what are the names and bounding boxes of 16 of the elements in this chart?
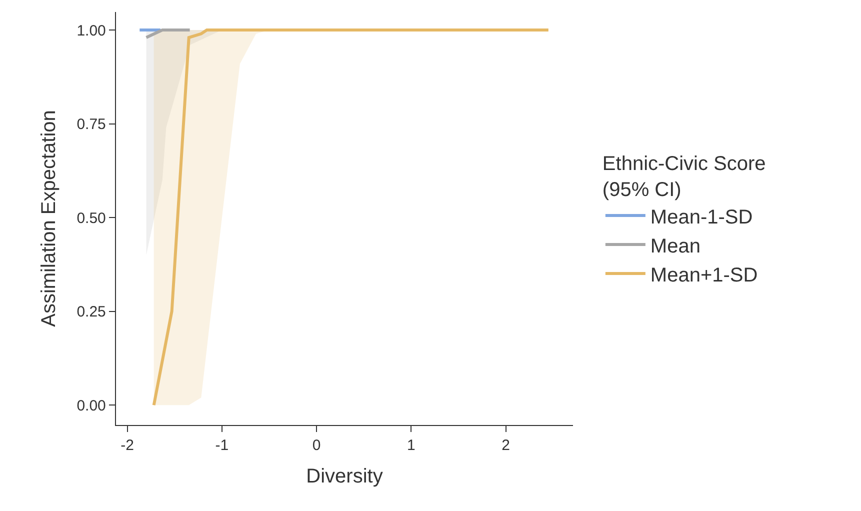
legend-label: Mean [650,235,700,258]
legend-label: Mean+1-SD [650,264,758,286]
y-tick-label: 0.50 [76,210,106,227]
legend-title: Ethnic-Civic Score (95% CI) [602,153,766,201]
y-tick-label: 0.75 [76,116,106,134]
x-axis-title: Diversity [306,466,383,488]
y-tick-label: 0.00 [76,397,106,414]
x-tick-label: 0 [312,437,321,454]
legend-label: Mean-1-SD [650,206,753,228]
x-tick-label: 2 [502,437,510,454]
y-axis-title: Assimilation Expectation [38,110,60,327]
x-tick-label: -2 [120,437,134,454]
x-tick-label: 1 [407,437,416,454]
y-tick-label: 1.00 [76,22,106,40]
x-tick-label: -1 [215,437,229,454]
y-tick-label: 0.25 [76,304,106,321]
